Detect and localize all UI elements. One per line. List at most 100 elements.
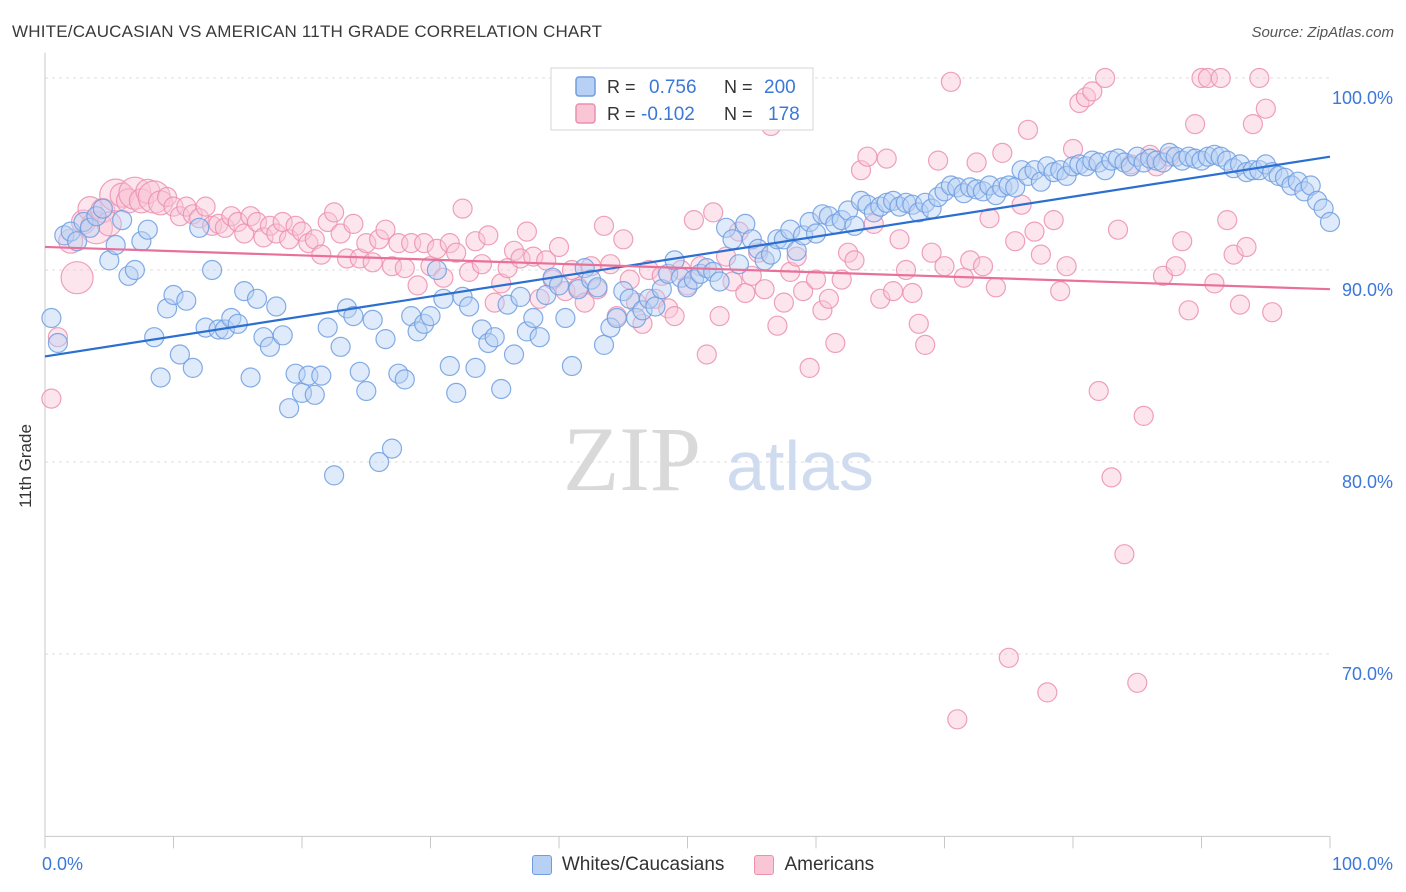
scatter-point <box>118 265 139 286</box>
legend-n-label: N = <box>724 104 753 124</box>
scatter-point <box>176 290 197 311</box>
scatter-point <box>1127 146 1148 167</box>
scatter-point <box>947 709 968 730</box>
scatter-point <box>311 244 332 265</box>
scatter-point <box>1223 244 1244 265</box>
legend-item-americans[interactable]: Americans <box>754 854 874 876</box>
scatter-point <box>1178 300 1199 321</box>
legend-swatch-pink <box>575 103 596 124</box>
scatter-point <box>606 307 627 329</box>
legend-r-label: R = <box>607 104 636 124</box>
scatter-point <box>1056 256 1077 277</box>
scatter-point <box>1075 156 1097 177</box>
scatter-point <box>921 242 942 263</box>
scatter-point <box>754 279 775 300</box>
scatter-point <box>645 296 666 317</box>
scatter-point <box>1017 165 1039 186</box>
scatter-point <box>844 250 865 271</box>
scatter-point <box>1050 160 1071 181</box>
trend-lines <box>44 155 1331 358</box>
scatter-point <box>516 221 538 242</box>
scatter-point <box>79 217 101 238</box>
scatter-point <box>600 254 621 275</box>
scatter-point <box>1191 150 1212 171</box>
scatter-point <box>92 198 113 219</box>
scatter-point <box>1043 210 1064 231</box>
scatter-point <box>850 160 872 181</box>
scatter-point <box>1210 67 1231 89</box>
scatter-point <box>709 271 730 292</box>
scatter-point <box>1217 210 1238 231</box>
scatter-point <box>285 363 306 384</box>
trend-line-americans <box>44 245 1331 291</box>
legend-item-whites[interactable]: Whites/Caucasians <box>531 854 725 876</box>
scatter-point <box>683 210 705 231</box>
scatter-point <box>144 327 165 348</box>
scatter-point <box>1050 281 1071 302</box>
scatter-point <box>246 211 268 233</box>
scatter-point <box>446 242 467 263</box>
legend-n-value: 178 <box>768 104 800 125</box>
scatter-point <box>471 319 492 340</box>
scatter-point <box>1184 113 1206 135</box>
scatter-point <box>1172 231 1193 252</box>
legend-label-whites: Whites/Caucasians <box>561 854 725 875</box>
scatter-point <box>99 250 120 271</box>
scatter-point <box>792 281 814 302</box>
scatter-point <box>966 152 987 173</box>
scatter-point <box>799 211 820 233</box>
y-tick-label: 70.0% <box>1342 664 1393 684</box>
scatter-point <box>54 225 75 246</box>
scatter-point <box>465 231 486 252</box>
scatter-point <box>157 298 178 319</box>
scatter-point <box>1017 119 1039 140</box>
scatter-point <box>927 186 949 208</box>
scatter-point <box>1114 544 1135 565</box>
watermark-atlas: atlas <box>726 427 874 505</box>
scatter-point <box>105 234 126 256</box>
y-tick-label: 90.0% <box>1342 280 1393 300</box>
scatter-point <box>426 238 447 259</box>
legend: R = 0.756 N = 200 R = -0.102 N = 178 <box>550 67 814 131</box>
scatter-point <box>651 279 672 300</box>
scatter-point <box>356 380 377 402</box>
scatter-point <box>426 259 447 281</box>
scatter-point <box>420 306 441 327</box>
y-tick-label: 80.0% <box>1342 472 1393 492</box>
scatter-point <box>137 219 158 240</box>
scatter-point <box>574 292 595 313</box>
legend-r-label: R = <box>607 77 636 97</box>
scatter-point <box>240 367 261 388</box>
scatter-point <box>169 344 190 365</box>
scatter-point <box>234 281 255 302</box>
axes <box>44 52 1331 849</box>
scatter-point <box>311 365 332 386</box>
scatter-point <box>934 256 955 277</box>
scatter-point <box>240 206 261 227</box>
scatter-point <box>41 307 62 329</box>
scatter-point <box>876 148 897 169</box>
scatter-point <box>1101 467 1122 488</box>
scatter-point <box>1082 81 1103 102</box>
scatter-point <box>548 275 570 296</box>
scatter-point <box>343 306 364 327</box>
scatter-point <box>555 307 576 329</box>
scatter-point <box>484 292 505 313</box>
scatter-point <box>786 246 807 267</box>
scatter-point <box>786 240 807 261</box>
scatter-point <box>375 219 396 240</box>
scatter-point <box>1204 273 1225 294</box>
legend-swatch-blue <box>575 76 596 97</box>
scatter-point <box>1229 294 1251 315</box>
scatter-point <box>388 363 409 384</box>
scatter-point <box>182 357 203 378</box>
scatter-point <box>73 211 94 233</box>
scatter-point <box>1319 211 1341 233</box>
scatter-point <box>1088 380 1109 402</box>
scatter-point <box>1159 142 1180 163</box>
scatter-point <box>182 204 203 225</box>
legend-n-value: 200 <box>764 77 796 98</box>
scatter-point <box>561 355 583 377</box>
scatter-point <box>696 344 717 365</box>
scatter-point <box>317 317 338 338</box>
